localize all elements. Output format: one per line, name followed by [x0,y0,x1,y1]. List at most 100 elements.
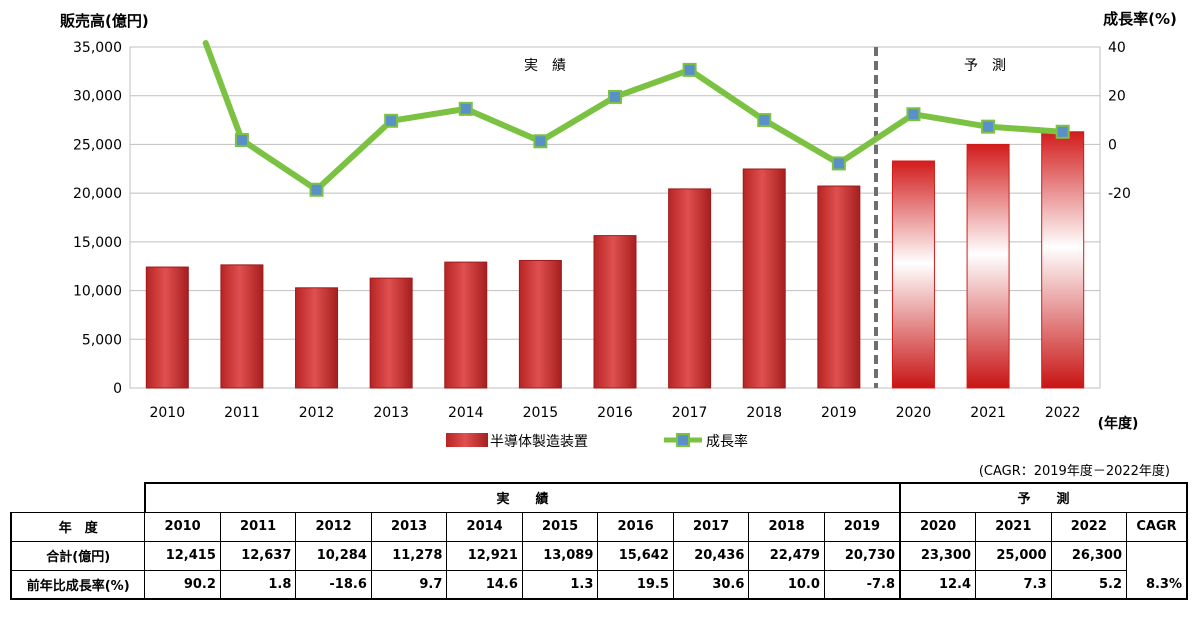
x-axis-title: (年度) [1098,415,1139,432]
y-right-tick-label: 0 [1108,137,1117,153]
total-cell: 25,000 [975,540,1052,571]
line-marker [906,107,921,122]
table-corner [11,483,145,512]
bar [369,277,413,389]
chart: 0 5,000 10,000 15,000 20,000 25,000 30,000 35,0… [60,10,1177,450]
legend-bar-label: 半導体製造装置 [490,434,588,450]
growth-cell: 12.4 [899,569,977,600]
total-cell: 22,479 [748,540,825,571]
cagr-value: 8.3% [1126,570,1189,600]
year-cell: 2016 [597,511,674,542]
bar [966,143,1010,389]
growth-row-label: 前年比成長率(%) [10,569,146,600]
line-marker [608,89,622,104]
y-left-tick-label: 30,000 [73,89,122,105]
year-row-label: 年 度 [10,511,146,542]
y-left-tick-label: 10,000 [73,284,122,300]
line-marker [384,113,399,128]
growth-cell: 1.3 [521,569,599,600]
y-axis-left-title: 販売高(億円) [60,12,149,30]
total-cell: 15,642 [597,540,674,571]
y-left-tick-label: 0 [113,381,122,397]
gridlines [130,46,1100,389]
bar-series [145,131,1085,389]
year-cell: 2020 [899,511,977,542]
bar [891,160,935,389]
growth-cell: 30.6 [672,569,750,600]
line-marker [682,62,697,77]
total-cell: 12,637 [219,540,297,571]
y-left-tick-label: 20,000 [73,186,122,202]
year-cell: 2022 [1050,511,1128,542]
table-row-year: 年 度 2010 2011 2012 2013 2014 2015 2016 2… [10,511,1189,542]
growth-cell: 19.5 [597,569,674,600]
x-tick-label: 2018 [746,405,782,421]
x-tick-label: 2010 [149,405,185,421]
year-cell: 2019 [823,511,901,542]
y-right-tick-label: 40 [1108,40,1126,56]
total-cell: 20,436 [672,540,750,571]
x-tick-label: 2013 [373,405,409,421]
x-axis: 2010 2011 2012 2013 2014 2015 2016 2017 2018 2019… [149,405,1080,421]
annotation-actual: 実 績 [524,58,566,74]
x-tick-label: 2012 [299,405,335,421]
growth-cell: 7.3 [975,569,1052,600]
bar [220,264,264,389]
bar [145,266,189,389]
year-cell: 2014 [446,511,523,542]
line-marker [458,101,473,116]
cagr-note: (CAGR：2019年度－2022年度) [978,464,1170,479]
bar [593,235,637,389]
growth-cell: 1.8 [219,569,297,600]
bar [518,259,562,389]
x-tick-label: 2019 [821,405,857,421]
total-cell: 26,300 [1050,540,1128,571]
y-axis-left: 0 5,000 10,000 15,000 20,000 25,000 30,000 35,0… [73,40,122,397]
y-right-tick-label: -20 [1108,186,1131,202]
year-cell: 2021 [975,511,1052,542]
table-group-actual: 実 績 [143,482,901,513]
x-tick-label: 2022 [1045,405,1081,421]
bar [668,188,712,389]
year-cell: 2015 [521,511,599,542]
y-right-tick-label: 20 [1108,89,1126,105]
bar [1041,131,1085,389]
year-cell: 2012 [295,511,372,542]
x-tick-label: 2021 [970,405,1006,421]
year-cell: 2017 [672,511,750,542]
table-row-growth: 前年比成長率(%) 90.2 1.8 -18.6 9.7 14.6 1.3 19… [10,569,1189,600]
cagr-blank-cell [1126,540,1189,570]
y-left-tick-label: 35,000 [73,40,122,56]
total-cell: 12,921 [446,540,523,571]
x-tick-label: 2020 [896,405,932,421]
growth-cell: 14.6 [446,569,523,600]
annotation-forecast: 予 測 [964,58,1006,74]
growth-cell: 90.2 [144,569,221,600]
y-left-tick-label: 15,000 [73,235,122,251]
table-row-total: 合計(億円) 12,415 12,637 10,284 11,278 12,92… [10,540,1189,571]
y-left-tick-label: 25,000 [73,137,122,153]
y-axis-right-title: 成長率(%) [1103,10,1177,28]
year-cell: 2018 [748,511,825,542]
year-cell: 2010 [144,511,221,542]
total-cell: 23,300 [899,540,977,571]
total-row-label: 合計(億円) [10,540,146,571]
growth-cell: -18.6 [295,569,372,600]
table-group-forecast: 予 測 [899,482,1188,513]
bar [444,261,488,389]
total-cell: 12,415 [144,540,221,571]
growth-cell: 9.7 [370,569,448,600]
line-marker [981,119,996,134]
y-axis-right: 40 20 0 -20 [1108,40,1131,202]
y-left-tick-label: 5,000 [82,332,122,348]
growth-cell: -7.8 [823,569,901,600]
total-cell: 20,730 [823,540,901,571]
total-cell: 13,089 [521,540,599,571]
line-marker [533,134,548,149]
growth-cell: 5.2 [1050,569,1128,600]
line-marker [831,156,846,171]
x-tick-label: 2014 [448,405,484,421]
x-tick-label: 2017 [672,405,708,421]
growth-cell: 10.0 [748,569,825,600]
legend: 半導体製造装置 成長率 [446,433,748,450]
